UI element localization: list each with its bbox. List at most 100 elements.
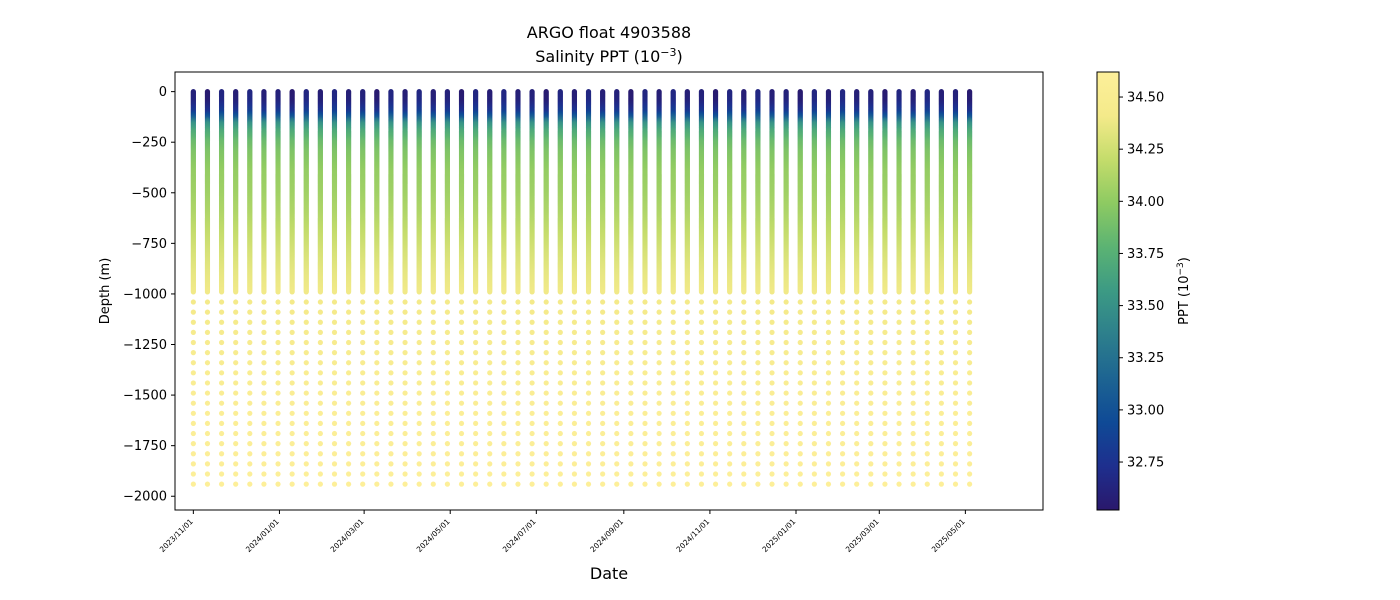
data-point bbox=[473, 451, 479, 457]
data-point bbox=[473, 339, 479, 346]
data-point bbox=[261, 380, 267, 386]
data-point bbox=[430, 441, 436, 447]
data-point bbox=[247, 430, 253, 437]
data-point bbox=[374, 441, 380, 447]
data-point bbox=[487, 390, 493, 396]
data-point bbox=[190, 350, 196, 356]
data-point bbox=[416, 329, 422, 335]
data-point bbox=[303, 289, 309, 295]
data-point bbox=[346, 380, 352, 386]
data-point bbox=[233, 441, 239, 447]
data-point bbox=[233, 370, 239, 376]
data-point bbox=[303, 339, 309, 346]
data-point bbox=[317, 400, 323, 406]
data-point bbox=[374, 380, 380, 386]
data-point bbox=[218, 410, 225, 416]
data-point bbox=[346, 299, 352, 305]
data-point bbox=[402, 329, 408, 335]
data-point bbox=[317, 339, 323, 346]
data-point bbox=[331, 350, 338, 356]
data-point bbox=[473, 481, 479, 487]
data-point bbox=[458, 420, 465, 427]
data-point bbox=[430, 390, 436, 396]
data-point bbox=[204, 390, 211, 396]
data-point bbox=[289, 410, 295, 416]
data-point bbox=[360, 451, 366, 457]
data-point bbox=[303, 299, 309, 305]
data-point bbox=[190, 380, 196, 386]
data-point bbox=[346, 329, 352, 335]
data-point bbox=[289, 471, 295, 477]
data-point bbox=[303, 471, 309, 477]
data-point bbox=[218, 289, 225, 295]
data-point bbox=[416, 461, 422, 467]
data-point bbox=[444, 430, 450, 437]
data-point bbox=[233, 380, 239, 386]
data-point bbox=[360, 319, 366, 325]
data-point bbox=[416, 339, 422, 346]
data-point bbox=[275, 339, 281, 346]
data-point bbox=[204, 400, 211, 406]
data-point bbox=[261, 390, 267, 396]
data-point bbox=[458, 441, 465, 447]
data-point bbox=[218, 319, 225, 325]
data-point bbox=[331, 410, 338, 416]
data-point bbox=[275, 461, 281, 467]
data-point bbox=[275, 360, 281, 366]
data-point bbox=[487, 299, 493, 305]
data-point bbox=[190, 400, 196, 406]
data-point bbox=[444, 370, 450, 376]
data-point bbox=[303, 481, 309, 487]
chart-subtitle: Salinity PPT (10−3) bbox=[535, 46, 683, 67]
data-point bbox=[204, 461, 211, 467]
data-point bbox=[346, 370, 352, 376]
data-point bbox=[261, 410, 267, 416]
data-point bbox=[204, 471, 211, 477]
data-point bbox=[317, 329, 323, 335]
data-point bbox=[204, 370, 211, 376]
data-point bbox=[275, 299, 281, 305]
data-point bbox=[416, 299, 422, 305]
data-point bbox=[204, 350, 211, 356]
data-point bbox=[402, 299, 408, 305]
data-point bbox=[458, 451, 465, 457]
data-point bbox=[331, 451, 338, 457]
data-point bbox=[331, 430, 338, 437]
data-point bbox=[374, 329, 380, 335]
data-point bbox=[233, 390, 239, 396]
data-point bbox=[360, 410, 366, 416]
data-point bbox=[261, 329, 267, 335]
data-point bbox=[317, 461, 323, 467]
data-point bbox=[430, 451, 436, 457]
data-point bbox=[275, 471, 281, 477]
data-point bbox=[430, 289, 436, 295]
data-point bbox=[388, 350, 394, 356]
data-point bbox=[233, 400, 239, 406]
data-point bbox=[430, 319, 436, 325]
data-point bbox=[261, 400, 267, 406]
data-point bbox=[360, 309, 366, 315]
data-point bbox=[261, 430, 267, 437]
data-point bbox=[247, 390, 253, 396]
data-point bbox=[289, 400, 295, 406]
data-point bbox=[331, 319, 338, 325]
data-point bbox=[218, 461, 225, 467]
data-point bbox=[444, 390, 450, 396]
data-point bbox=[416, 420, 422, 427]
data-point bbox=[444, 420, 450, 427]
data-point bbox=[346, 319, 352, 325]
data-point bbox=[374, 461, 380, 467]
data-point bbox=[289, 370, 295, 376]
data-point bbox=[261, 441, 267, 447]
data-point bbox=[374, 339, 380, 346]
data-point bbox=[190, 430, 196, 437]
data-point bbox=[346, 420, 352, 427]
data-point bbox=[487, 289, 493, 295]
data-point bbox=[458, 360, 465, 366]
data-point bbox=[360, 420, 366, 427]
data-point bbox=[374, 471, 380, 477]
data-point bbox=[473, 329, 479, 335]
data-point bbox=[487, 471, 493, 477]
data-point bbox=[317, 481, 323, 487]
data-point bbox=[261, 309, 267, 315]
